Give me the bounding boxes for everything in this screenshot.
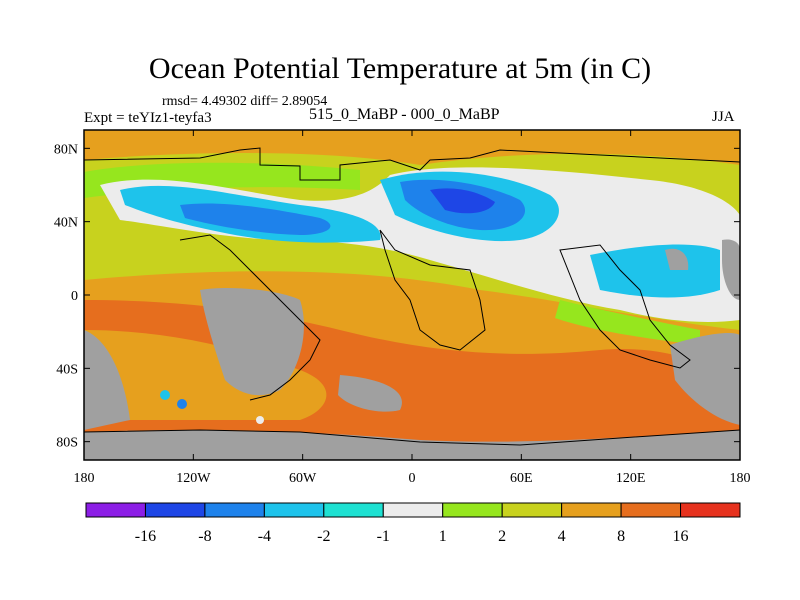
experiment-label: Expt = teYIz1-teyfa3 (84, 110, 212, 126)
colorbar-label-7: 4 (558, 528, 566, 545)
lon-label-4: 60E (510, 471, 533, 486)
land-west-pacific (665, 248, 689, 270)
field-green-patch-2 (555, 300, 700, 345)
field-blue-west (180, 203, 331, 235)
chart-title: Ocean Potential Temperature at 5m (in C) (148, 52, 652, 85)
colorbar-label-6: 2 (498, 528, 506, 545)
colorbar-swatch-10 (680, 502, 741, 518)
spot-blue-1 (177, 399, 187, 409)
lon-label-6: 180 (730, 471, 751, 486)
colorbar-swatch-4 (323, 502, 384, 518)
colorbar-swatch-3 (263, 502, 325, 518)
colorbar-swatch-0 (85, 502, 146, 518)
spot-cyan-1 (160, 390, 170, 400)
land-south-pacific (84, 330, 130, 430)
outline-central (379, 229, 486, 351)
land-antarctica (84, 430, 740, 460)
colorbar-label-1: -8 (198, 528, 211, 545)
colorbar-swatch-5 (382, 502, 444, 518)
colorbar-swatch-9 (620, 502, 682, 518)
land-south-america (200, 288, 304, 396)
outline-west (179, 234, 321, 401)
colorbar-swatch-6 (442, 502, 503, 518)
colorbar-swatch-1 (144, 502, 206, 518)
continent-outlines (84, 147, 740, 446)
colorbar-swatch-2 (204, 502, 265, 518)
lon-label-0: 180 (74, 471, 95, 486)
colorbar-swatch-8 (561, 502, 622, 518)
season-label: JJA (712, 109, 735, 125)
colorbar-labels: -16 -8 -4 -2 -1 1 2 4 8 16 (135, 528, 689, 545)
lon-label-5: 120E (616, 471, 646, 486)
colorbar-label-3: -2 (317, 528, 330, 545)
colorbar-label-2: -4 (258, 528, 271, 545)
outline-north-asia (84, 147, 740, 181)
outline-east-block (559, 244, 691, 369)
latitude-labels: 80N 40N 0 40S 80S (54, 142, 78, 450)
colorbar-label-9: 16 (673, 528, 689, 545)
outline-south (84, 429, 740, 446)
colorbar (85, 502, 741, 518)
land-far-east (722, 239, 740, 300)
lon-label-3: 0 (409, 471, 416, 486)
colorbar-label-4: -1 (377, 528, 390, 545)
axis-ticks (83, 130, 741, 460)
field-south-orange (84, 330, 327, 420)
colorbar-label-5: 1 (439, 528, 447, 545)
lat-label-1: 40N (54, 216, 78, 231)
lat-label-3: 40S (56, 362, 78, 377)
subtitle: 515_0_MaBP - 000_0_MaBP (309, 106, 500, 123)
land-east-pacific (670, 333, 740, 425)
field-deep-blue (430, 188, 495, 214)
field-cyan-pacific (590, 244, 720, 298)
lat-label-2: 0 (71, 289, 78, 304)
stats-text: rmsd= 4.49302 diff= 2.89054 (162, 94, 328, 109)
lon-label-1: 120W (176, 471, 211, 486)
longitude-labels: 180 120W 60W 0 60E 120E 180 (74, 471, 751, 486)
spot-neutral-1 (256, 416, 264, 424)
colorbar-label-0: -16 (135, 528, 156, 545)
colorbar-label-8: 8 (617, 528, 625, 545)
lon-label-2: 60W (289, 471, 317, 486)
map-field (84, 130, 740, 460)
land-south-atlantic (338, 375, 402, 412)
lat-label-4: 80S (56, 436, 78, 451)
colorbar-swatch-7 (501, 502, 563, 518)
lat-label-0: 80N (54, 142, 78, 157)
